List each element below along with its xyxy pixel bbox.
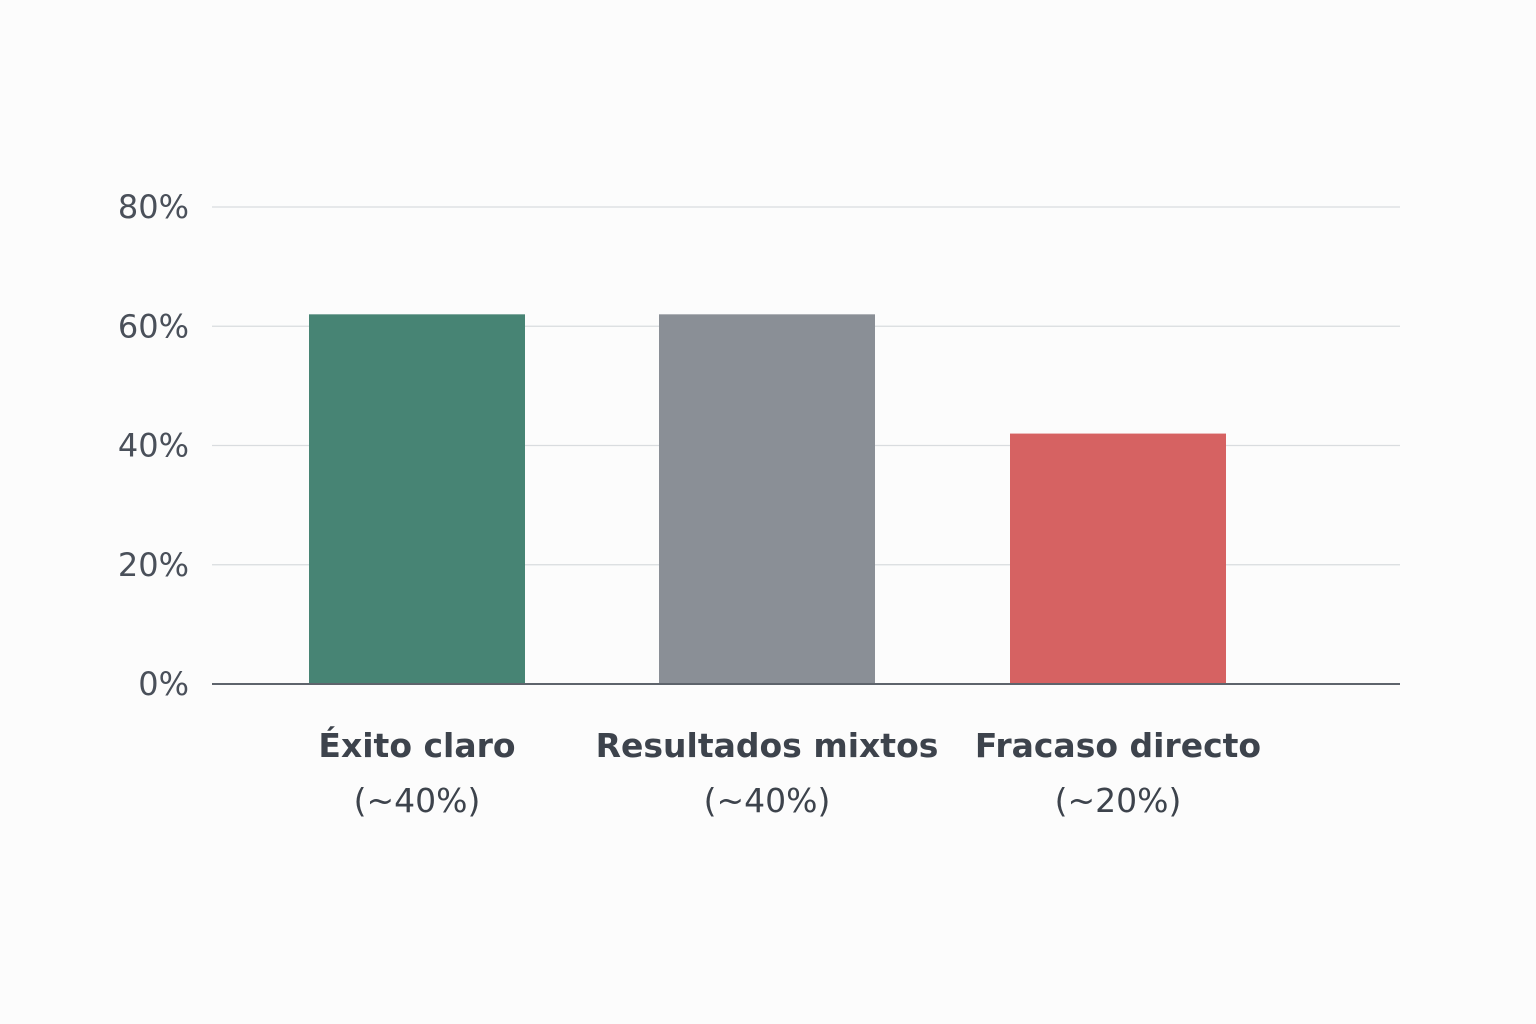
category-sublabel: (~40%)	[704, 781, 831, 820]
category-label: Fracaso directo	[975, 726, 1261, 765]
y-axis-ticks: 0% 20% 40% 60% 80%	[118, 188, 189, 703]
y-tick-label: 40%	[118, 427, 189, 465]
bar-layer	[309, 314, 1226, 684]
category-sublabel: (~40%)	[354, 781, 481, 820]
y-tick-label: 80%	[118, 188, 189, 226]
category-label: Resultados mixtos	[596, 726, 939, 765]
y-tick-label: 0%	[138, 665, 189, 703]
y-tick-label: 20%	[118, 546, 189, 584]
bar	[309, 314, 525, 684]
category-label: Éxito claro	[318, 725, 515, 765]
y-tick-label: 60%	[118, 307, 189, 345]
x-axis-labels: Éxito claro (~40%) Resultados mixtos (~40%)…	[318, 725, 1261, 820]
bar	[659, 314, 875, 684]
bar	[1010, 433, 1226, 684]
category-sublabel: (~20%)	[1055, 781, 1182, 820]
